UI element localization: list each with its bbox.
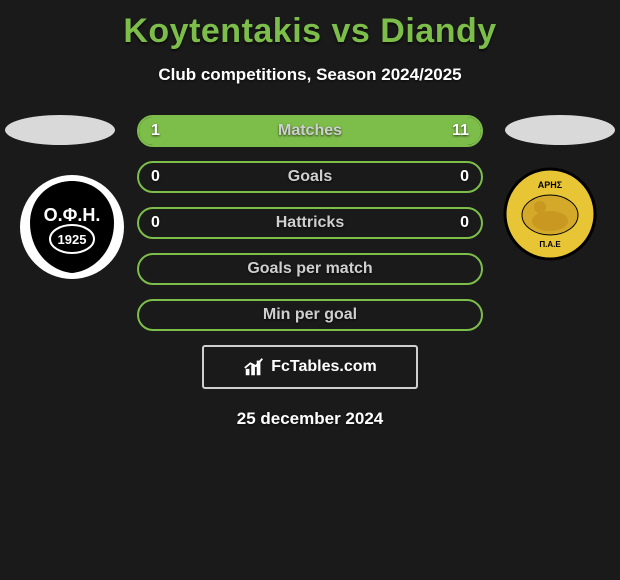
stat-value-left: 0 [151,214,160,232]
stat-value-right: 0 [460,214,469,232]
stat-value-left: 0 [151,168,160,186]
stat-row: 1 Matches 11 [137,115,483,147]
stat-row: Min per goal [137,299,483,331]
comparison-subtitle: Club competitions, Season 2024/2025 [0,65,620,85]
chart-icon [243,356,265,378]
ellipse-left [5,115,115,145]
stat-value-left: 1 [151,122,160,140]
comparison-date: 25 december 2024 [0,409,620,429]
ellipse-right [505,115,615,145]
team-left-badge: Ο.Φ.Η. 1925 [18,173,126,281]
stat-row: 0 Hattricks 0 [137,207,483,239]
comparison-title: Koytentakis vs Diandy [0,0,620,51]
stat-value-right: 0 [460,168,469,186]
svg-text:1925: 1925 [58,232,87,247]
stat-label: Min per goal [263,306,357,324]
stats-container: 1 Matches 11 0 Goals 0 0 Hattricks 0 Goals per ma… [137,115,483,331]
stat-label: Matches [278,122,342,140]
stat-row: 0 Goals 0 [137,161,483,193]
stat-label: Hattricks [276,214,344,232]
svg-text:Π.Α.Ε: Π.Α.Ε [539,240,561,249]
fctables-logo: FcTables.com [202,345,418,389]
comparison-body: Ο.Φ.Η. 1925 ΑΡΗΣ Π.Α.Ε 1Matches110Goals0… [0,115,620,429]
logo-text: FcTables.com [271,358,377,376]
stat-label: Goals per match [247,260,372,278]
team-right-badge: ΑΡΗΣ Π.Α.Ε [496,165,604,273]
stat-label: Goals [288,168,332,186]
stat-row: Goals per match [137,253,483,285]
svg-text:Ο.Φ.Η.: Ο.Φ.Η. [44,205,101,225]
svg-text:ΑΡΗΣ: ΑΡΗΣ [538,180,563,190]
stat-value-right: 11 [452,122,469,140]
